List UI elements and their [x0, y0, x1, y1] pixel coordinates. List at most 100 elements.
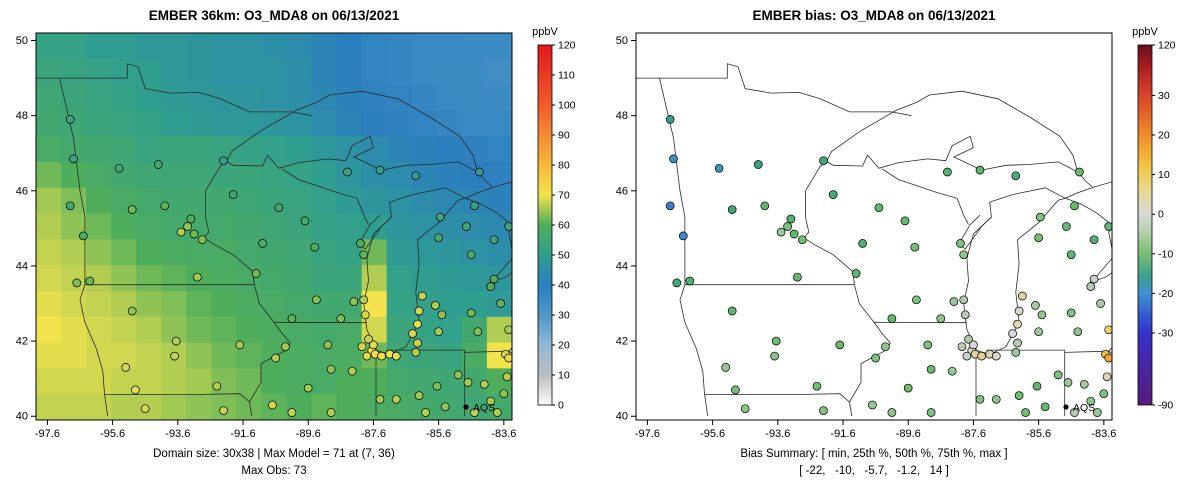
model-caption-domain: Domain size: 30x38 | Max Model = 71 at (… — [153, 448, 395, 460]
station-dot — [212, 381, 222, 391]
station-dot — [760, 201, 770, 211]
station-dot — [287, 408, 297, 417]
station-dot — [947, 366, 957, 376]
station-dot — [375, 165, 385, 175]
station-dot — [721, 363, 731, 372]
station-dot — [1070, 408, 1079, 417]
station-dot — [359, 250, 369, 260]
station-dot — [356, 239, 365, 248]
station-dot — [359, 295, 369, 305]
station-dot — [1014, 306, 1024, 316]
boundary-path — [826, 90, 1079, 173]
station-dot — [740, 404, 750, 414]
station-dot — [78, 231, 88, 241]
boundary-path — [465, 181, 512, 199]
station-dot — [786, 214, 796, 224]
station-dot — [819, 156, 828, 166]
station-dot — [65, 201, 75, 211]
station-dot — [1062, 222, 1071, 231]
boundary-path — [203, 161, 255, 285]
station-dot — [228, 190, 238, 199]
station-dot — [489, 274, 499, 284]
colorbar-tick-label: 0 — [558, 400, 564, 412]
station-dot — [812, 381, 822, 391]
station-dot — [851, 269, 861, 278]
station-dot — [437, 310, 447, 320]
boundary-path — [1065, 197, 1112, 284]
station-dot — [411, 171, 421, 181]
station-dot — [466, 250, 476, 260]
station-dot — [1119, 320, 1127, 328]
colorbar-tick-label: 60 — [558, 220, 570, 232]
station-dot — [349, 297, 359, 306]
y-tick-label: 48 — [616, 110, 628, 122]
station-dot — [323, 340, 333, 350]
station-dot — [828, 190, 838, 199]
station-dot — [943, 167, 952, 177]
station-dot — [1089, 235, 1099, 245]
station-dot — [960, 310, 970, 320]
station-dot — [991, 394, 1001, 404]
colorbar-tick-label: 90 — [558, 130, 570, 142]
x-tick-label: -87.6 — [361, 428, 386, 440]
boundary-path — [36, 63, 312, 117]
station-dot — [1013, 319, 1022, 329]
station-dot — [414, 306, 424, 316]
station-dot — [347, 366, 357, 376]
x-tick-label: -89.6 — [296, 428, 321, 440]
station-dot — [1035, 212, 1045, 222]
station-dot — [1104, 325, 1112, 335]
station-dot — [160, 201, 170, 211]
boundary-path — [704, 393, 853, 417]
y-tick-label: 44 — [616, 260, 628, 272]
station-dot — [1013, 338, 1022, 348]
station-dot — [1113, 328, 1121, 336]
station-dot — [502, 372, 512, 382]
station-dot — [964, 334, 973, 344]
station-dot — [375, 394, 385, 404]
station-dot — [197, 235, 207, 245]
station-dot — [1104, 353, 1112, 363]
station-dot — [251, 269, 261, 278]
aqs-label: AQS — [1073, 402, 1095, 414]
station-dot — [193, 272, 202, 282]
y-tick-label: 42 — [16, 336, 28, 348]
station-dot — [1011, 348, 1021, 357]
station-dot — [417, 291, 427, 301]
x-tick-label: -95.6 — [700, 428, 725, 440]
station-dot — [523, 277, 531, 285]
boundary-path — [881, 168, 969, 225]
colorbar-tick-label: 80 — [558, 160, 570, 172]
station-dot — [516, 324, 524, 332]
station-dot — [183, 222, 192, 231]
station-dot — [434, 233, 443, 243]
station-dot — [219, 406, 228, 415]
station-dot — [499, 389, 509, 399]
y-tick-label: 44 — [16, 260, 28, 272]
boundary-path — [1108, 347, 1112, 354]
model-title: EMBER 36km: O3_MDA8 on 06/13/2021 — [148, 8, 400, 23]
station-dot — [414, 391, 424, 400]
station-dot — [479, 379, 489, 389]
station-dot — [903, 383, 913, 393]
boundary-path — [1065, 181, 1112, 199]
y-tick-label: 40 — [16, 411, 28, 423]
station-dot — [959, 250, 969, 260]
station-dot — [127, 205, 137, 214]
station-dot — [1031, 301, 1040, 310]
station-dot — [1073, 327, 1083, 337]
bias-map-svg: -97.6 -95.6 -93.6 -91.6 -89.6 -87.6 -85.6 -83.6… — [616, 26, 1176, 440]
panel-model: -97.6 -95.6 -93.6 -91.6 -89.6 -87.6 -85.6 -83.6… — [16, 8, 576, 477]
station-dot — [391, 351, 401, 361]
boundary-path — [281, 168, 369, 225]
colorbar-ramp — [1137, 44, 1153, 406]
boundary-path — [226, 90, 479, 173]
colorbar-tick-label: -30 — [1158, 328, 1173, 340]
station-dot — [411, 348, 421, 357]
station-dot — [268, 400, 277, 410]
station-dot — [962, 351, 972, 361]
station-dot — [408, 329, 417, 338]
station-dot — [310, 242, 320, 252]
plot-box — [635, 32, 1113, 421]
station-dot — [391, 394, 401, 404]
